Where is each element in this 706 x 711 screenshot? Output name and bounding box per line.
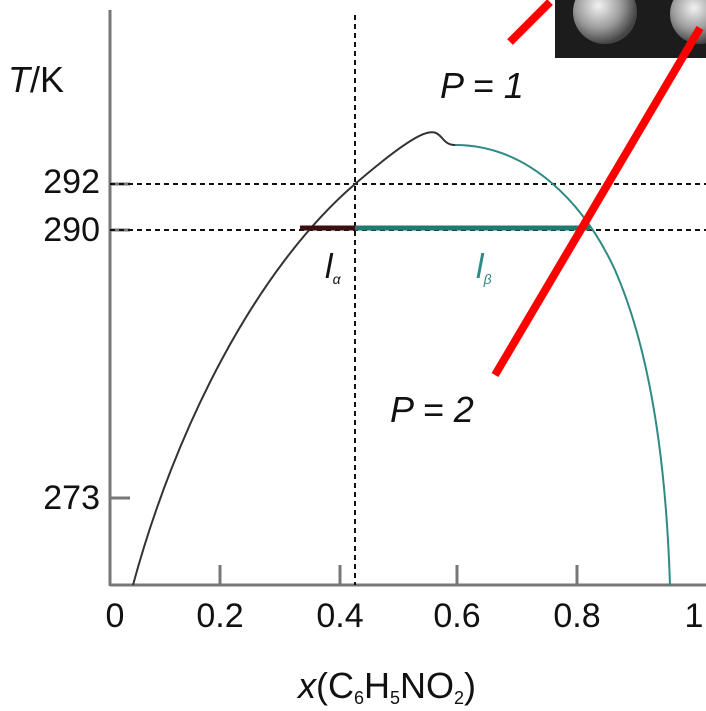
x-axis-label: x(C6H5NO2) (296, 665, 476, 708)
x-tick-label: 0 (106, 597, 125, 635)
photo-inset (555, 0, 706, 58)
x-tick-label: 0.6 (433, 597, 480, 635)
y-tick-label: 290 (43, 211, 100, 249)
curve-left (132, 131, 456, 586)
guide-lines (110, 15, 706, 585)
one-phase-label: P = 1 (440, 65, 524, 106)
curve-right (454, 144, 671, 586)
two-phase-label: P = 2 (390, 389, 474, 430)
x-tick-label: 0.4 (316, 597, 363, 635)
x-tick-label: 0.8 (553, 597, 600, 635)
l-alpha-label: lα (325, 248, 342, 287)
y-tick-label: 292 (43, 163, 100, 201)
y-tick-label: 273 (43, 479, 100, 517)
x-tick-label: 1 (685, 597, 704, 635)
y-axis-label: T/K (8, 59, 64, 100)
l-beta-label: lβ (476, 248, 492, 287)
x-tick-label: 0.2 (196, 597, 243, 635)
arrows (491, 0, 704, 378)
axes (108, 10, 706, 587)
